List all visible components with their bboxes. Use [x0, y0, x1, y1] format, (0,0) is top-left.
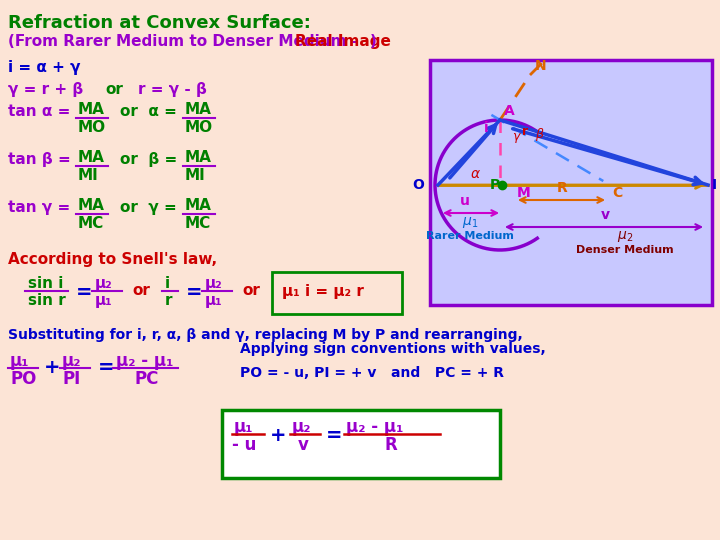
Text: v: v [600, 208, 610, 222]
Text: Substituting for i, r, α, β and γ, replacing M by P and rearranging,: Substituting for i, r, α, β and γ, repla… [8, 328, 523, 342]
Text: MA: MA [78, 198, 105, 213]
Text: sin i: sin i [28, 276, 63, 291]
Text: μ₁: μ₁ [205, 293, 222, 308]
Text: P: P [490, 178, 500, 192]
Text: $\mu_2$: $\mu_2$ [617, 229, 633, 244]
Text: I: I [712, 178, 717, 192]
Bar [272, 272, 402, 314]
Text: PI: PI [62, 370, 80, 388]
Text: MA: MA [185, 102, 212, 117]
Text: μ₁: μ₁ [234, 418, 253, 436]
Text: MO: MO [185, 120, 213, 135]
Text: $\mu_1$: $\mu_1$ [462, 215, 478, 230]
Text: μ₂ - μ₁: μ₂ - μ₁ [116, 352, 174, 370]
Text: or  β =: or β = [120, 152, 177, 167]
Text: Denser Medium: Denser Medium [576, 245, 674, 255]
Text: $\alpha$: $\alpha$ [470, 167, 481, 181]
Text: r = γ - β: r = γ - β [138, 82, 207, 97]
Text: PO: PO [10, 370, 37, 388]
Text: μ₁: μ₁ [95, 293, 113, 308]
Text: μ₁ i = μ₂ r: μ₁ i = μ₂ r [282, 284, 364, 299]
Text: v: v [298, 436, 309, 454]
Text: μ₂: μ₂ [205, 276, 222, 291]
Text: i: i [165, 276, 170, 291]
Text: MO: MO [78, 120, 106, 135]
Text: μ₁: μ₁ [10, 352, 30, 370]
Text: MC: MC [185, 216, 211, 231]
Text: MA: MA [78, 102, 105, 117]
Text: R: R [384, 436, 397, 454]
Text: μ₂: μ₂ [95, 276, 113, 291]
Text: C: C [612, 186, 622, 200]
Text: $\gamma$: $\gamma$ [512, 131, 522, 145]
Text: MA: MA [78, 150, 105, 165]
Text: sin r: sin r [28, 293, 66, 308]
Bar [222, 410, 500, 478]
Text: MI: MI [185, 168, 206, 183]
Text: +: + [44, 358, 60, 377]
Bar [430, 60, 712, 305]
Text: u: u [460, 194, 470, 208]
Text: According to Snell's law,: According to Snell's law, [8, 252, 217, 267]
Text: r: r [522, 125, 528, 138]
Text: O: O [412, 178, 424, 192]
Text: or: or [132, 283, 150, 298]
Text: r: r [165, 293, 173, 308]
Text: =: = [76, 283, 92, 302]
Text: tan γ =: tan γ = [8, 200, 71, 215]
Text: or  γ =: or γ = [120, 200, 176, 215]
Text: Refraction at Convex Surface:: Refraction at Convex Surface: [8, 14, 311, 32]
Text: or  α =: or α = [120, 104, 177, 119]
Text: $\beta$: $\beta$ [535, 126, 544, 143]
Text: μ₂ - μ₁: μ₂ - μ₁ [346, 418, 403, 436]
Text: ): ) [370, 34, 377, 49]
Text: PO = - u, PI = + v   and   PC = + R: PO = - u, PI = + v and PC = + R [240, 366, 504, 380]
Text: +: + [270, 426, 287, 445]
Text: =: = [98, 358, 114, 377]
Text: PC: PC [135, 370, 159, 388]
Text: R: R [557, 181, 567, 195]
Text: tan β =: tan β = [8, 152, 71, 167]
Text: i = α + γ: i = α + γ [8, 60, 81, 75]
Text: =: = [326, 426, 343, 445]
Text: =: = [186, 283, 202, 302]
Text: - u: - u [232, 436, 256, 454]
Text: i: i [484, 121, 489, 135]
Text: Applying sign conventions with values,: Applying sign conventions with values, [240, 342, 546, 356]
Text: A: A [504, 104, 515, 118]
Text: M: M [517, 186, 531, 200]
Text: μ₂: μ₂ [62, 352, 81, 370]
Text: γ = r + β: γ = r + β [8, 82, 84, 97]
Text: or: or [242, 283, 260, 298]
Text: μ₂: μ₂ [292, 418, 312, 436]
Text: MA: MA [185, 198, 212, 213]
Text: tan α =: tan α = [8, 104, 71, 119]
Text: N: N [535, 59, 546, 73]
Text: MC: MC [78, 216, 104, 231]
Text: Rarer Medium: Rarer Medium [426, 231, 514, 241]
Text: MI: MI [78, 168, 99, 183]
Text: (From Rarer Medium to Denser Medium -: (From Rarer Medium to Denser Medium - [8, 34, 364, 49]
Text: or: or [105, 82, 123, 97]
Text: Real Image: Real Image [295, 34, 391, 49]
Text: MA: MA [185, 150, 212, 165]
